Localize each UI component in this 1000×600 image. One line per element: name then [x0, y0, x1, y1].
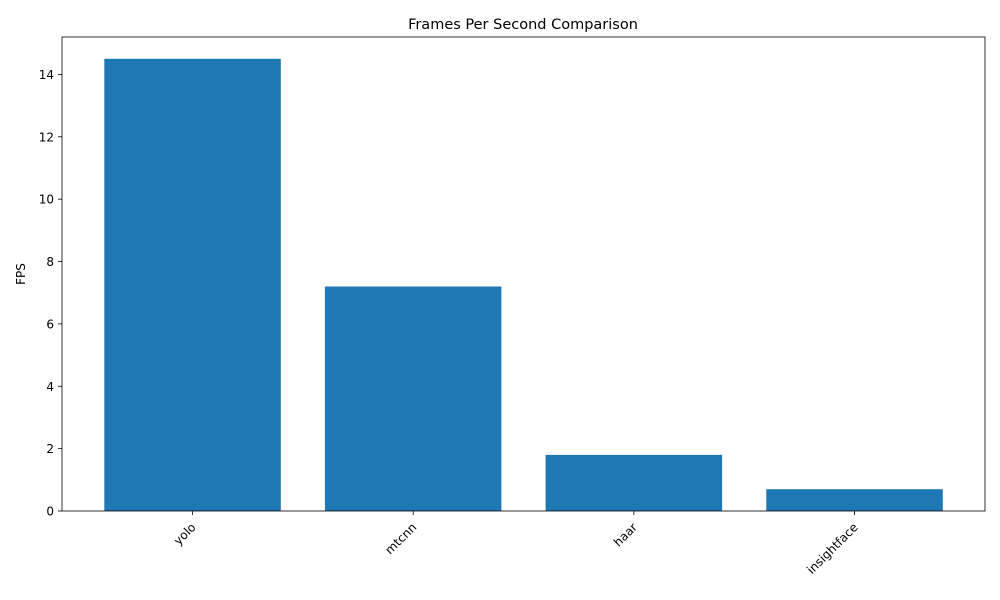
y-axis-label: FPS	[14, 263, 28, 285]
axes-frame	[61, 36, 986, 512]
y-tick-label: 6	[46, 317, 54, 331]
y-tick-label: 0	[46, 505, 54, 519]
bar-yolo	[104, 58, 281, 512]
y-tick-label: 12	[39, 130, 54, 144]
bar-insightface	[766, 489, 943, 511]
y-tick-label: 4	[46, 380, 54, 394]
chart-title: Frames Per Second Comparison	[408, 17, 638, 33]
y-axis-ticks: 0 2 4 6 8 10 12 14	[39, 68, 62, 519]
bar-mtcnn	[324, 286, 502, 511]
y-tick-label: 14	[39, 68, 54, 82]
y-tick-label: 10	[39, 193, 54, 207]
bars-group	[104, 58, 943, 512]
y-tick-label: 8	[46, 255, 54, 269]
bar-haar	[545, 454, 723, 511]
y-tick-label: 2	[46, 442, 54, 456]
